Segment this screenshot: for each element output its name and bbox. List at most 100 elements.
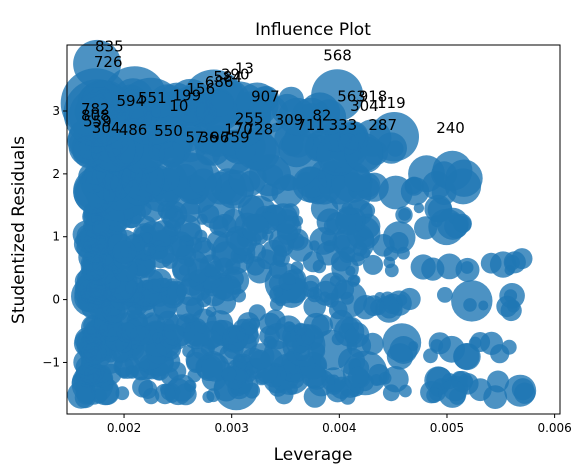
- data-point: [130, 325, 151, 346]
- point-annotation: 10: [169, 97, 188, 115]
- data-point: [335, 208, 363, 236]
- point-annotation: 759: [221, 128, 250, 146]
- data-point: [438, 379, 467, 408]
- x-axis-label: Leverage: [274, 445, 353, 465]
- data-point: [184, 320, 211, 347]
- x-tick-label: 0.006: [537, 421, 571, 435]
- y-tick-label: 3: [52, 104, 60, 118]
- data-point: [91, 237, 109, 256]
- data-point: [389, 232, 409, 252]
- point-annotation: 594: [117, 92, 146, 110]
- point-annotation: 808: [81, 106, 110, 124]
- point-annotation: 907: [251, 88, 280, 106]
- data-point: [386, 343, 414, 370]
- x-tick-label: 0.004: [322, 421, 356, 435]
- point-annotation: 287: [368, 116, 397, 134]
- point-annotation: 96: [210, 128, 229, 146]
- data-point: [136, 258, 156, 278]
- data-point: [504, 374, 537, 407]
- data-point: [404, 177, 422, 195]
- data-point: [102, 173, 119, 190]
- data-point: [395, 206, 413, 224]
- data-point: [232, 288, 247, 303]
- point-annotation: 309: [275, 111, 304, 129]
- data-point: [313, 280, 339, 306]
- data-point: [363, 254, 383, 275]
- data-point: [189, 168, 217, 196]
- data-point: [73, 39, 122, 88]
- data-point: [378, 297, 400, 319]
- data-point: [496, 295, 518, 318]
- data-point: [278, 86, 304, 113]
- y-tick-label: 2: [52, 167, 60, 181]
- data-point: [453, 343, 480, 370]
- data-point: [345, 328, 360, 344]
- point-annotation: 782: [81, 100, 110, 118]
- point-annotation: 304: [92, 119, 121, 137]
- data-point: [363, 295, 384, 317]
- data-point: [347, 366, 369, 388]
- data-point: [311, 69, 364, 122]
- chart-title: Influence Plot: [255, 20, 371, 40]
- data-point: [92, 218, 110, 236]
- data-point: [421, 257, 445, 281]
- x-tick-label: 0.005: [430, 421, 464, 435]
- point-annotation: 584: [213, 68, 242, 86]
- data-point: [460, 261, 474, 274]
- data-point: [423, 348, 438, 364]
- data-point: [205, 306, 217, 318]
- point-annotation: 559: [83, 113, 112, 131]
- data-point: [408, 341, 419, 351]
- point-annotation: 551: [138, 89, 167, 107]
- data-point: [162, 323, 184, 346]
- data-point: [145, 89, 175, 119]
- data-point: [451, 280, 493, 322]
- point-annotation: 726: [94, 53, 123, 71]
- data-point: [245, 256, 266, 276]
- point-annotation: 13: [235, 59, 254, 77]
- data-point: [437, 287, 453, 303]
- point-annotation: 240: [436, 119, 465, 137]
- data-point: [215, 257, 234, 276]
- data-point: [260, 183, 279, 202]
- point-annotation: 36: [199, 128, 218, 146]
- data-point: [334, 234, 351, 251]
- data-point: [248, 343, 275, 370]
- point-annotation: 563: [337, 88, 366, 106]
- point-annotation: 835: [95, 37, 124, 55]
- data-point: [241, 213, 270, 242]
- data-point: [426, 387, 442, 404]
- point-annotation: 390: [221, 66, 250, 84]
- y-tick-label: 1: [52, 230, 60, 244]
- data-point: [273, 287, 284, 298]
- point-annotation: 711: [296, 116, 325, 134]
- point-annotation: 156: [187, 80, 216, 98]
- data-point: [478, 300, 489, 311]
- data-point: [445, 168, 482, 205]
- point-annotation: 57: [185, 128, 204, 146]
- point-annotation: 119: [377, 94, 406, 112]
- point-annotation: 304: [350, 97, 379, 115]
- data-point: [142, 232, 153, 244]
- data-point: [139, 216, 156, 233]
- point-annotation: 333: [329, 116, 358, 134]
- plot-frame: [66, 44, 561, 415]
- bubble-layer: [60, 39, 537, 411]
- y-tick-label: 0: [52, 293, 60, 307]
- x-tick-label: 0.002: [107, 421, 141, 435]
- data-point: [178, 264, 190, 276]
- data-point: [159, 277, 171, 288]
- data-point: [126, 303, 142, 319]
- x-axis: 0.002 0.003 0.004 0.005 0.006: [107, 414, 572, 435]
- data-point: [295, 327, 315, 347]
- data-point: [158, 141, 185, 168]
- y-axis-label: Studentized Residuals: [9, 136, 29, 324]
- point-annotation: 82: [312, 106, 331, 124]
- data-point: [211, 277, 235, 300]
- point-annotation: 550: [154, 122, 183, 140]
- data-point: [196, 90, 238, 132]
- data-point: [67, 381, 95, 409]
- point-annotation: 170: [224, 120, 253, 138]
- data-point: [290, 261, 304, 275]
